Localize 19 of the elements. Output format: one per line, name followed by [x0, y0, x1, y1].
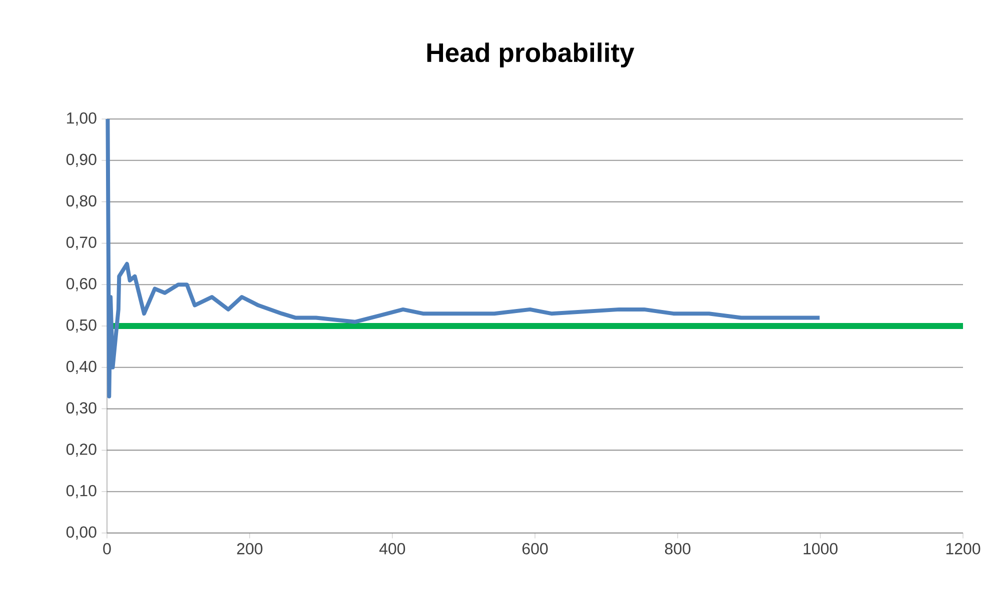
x-tick-label: 600: [522, 543, 548, 554]
x-tick-label: 200: [237, 543, 262, 554]
x-tick-label: 1200: [946, 543, 980, 554]
x-tick-label: 800: [665, 543, 690, 554]
y-tick-label: 0,00: [66, 526, 96, 540]
y-tick-label: 0,50: [66, 319, 96, 333]
x-tick-label: 400: [379, 543, 406, 554]
y-tick-label: 0,60: [66, 278, 96, 292]
y-tick-label: 0,80: [66, 195, 96, 208]
y-tick-label: 0,10: [66, 484, 96, 498]
chart-title: Head probability: [427, 42, 634, 68]
y-tick-label: 0,70: [66, 236, 96, 250]
x-tick-label: 1000: [804, 543, 838, 554]
y-tick-label: 0,30: [66, 402, 96, 416]
y-tick-label: 1,00: [67, 112, 96, 126]
y-tick-label: 0,40: [66, 360, 96, 374]
y-tick-label: 0,90: [66, 154, 96, 168]
x-tick-label: 0: [103, 543, 111, 554]
y-tick-label: 0,20: [66, 444, 96, 457]
